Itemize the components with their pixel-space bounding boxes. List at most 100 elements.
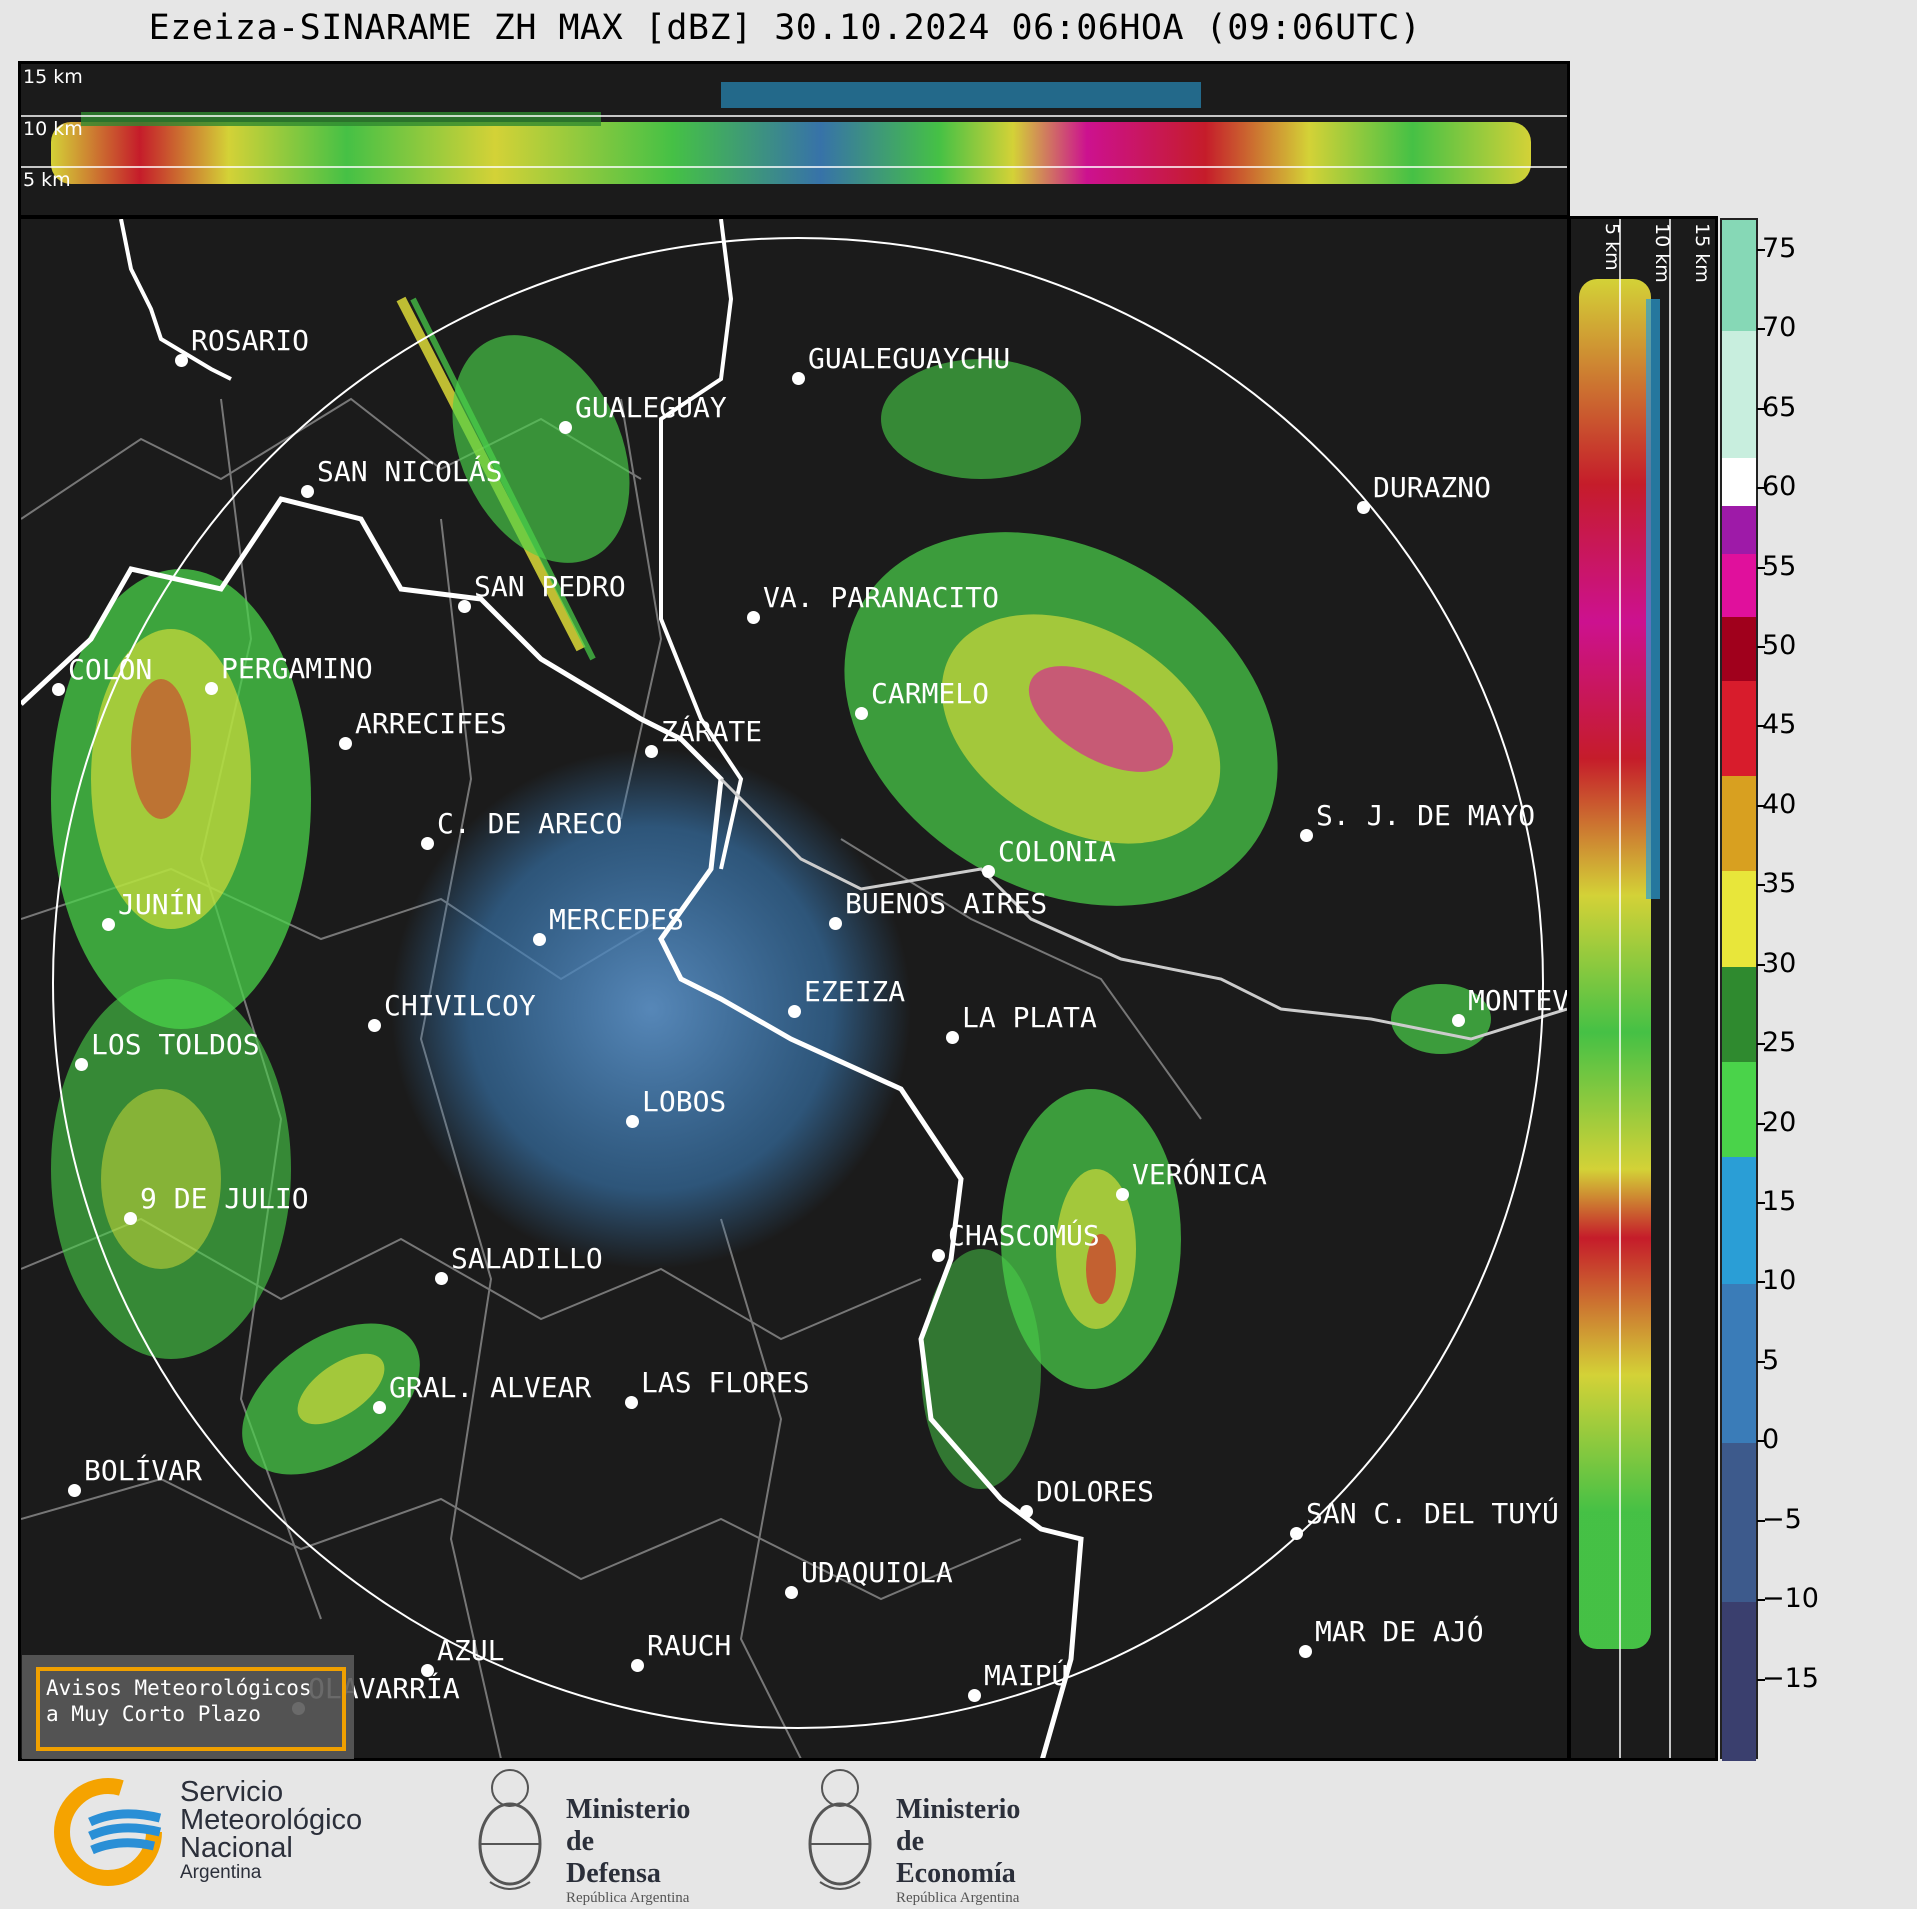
city-label: JUNÍN [118,888,203,921]
colorbar-tick-label: 35 [1762,868,1797,900]
colorbar-band [1722,1284,1756,1444]
range-ring [52,237,1544,1729]
city-marker [792,372,805,385]
city-marker [1290,1527,1303,1540]
smn-line-2: Meteorológico [180,1804,363,1836]
colorbar-tick-label: −10 [1762,1583,1819,1615]
city-marker [175,354,188,367]
colorbar-band [1722,680,1756,777]
smn-line-1: Servicio [180,1776,284,1808]
city-label: VA. PARANACITO [763,581,1000,614]
colorbar-band [1722,966,1756,1062]
city-marker [339,737,352,750]
defensa-line-3: República Argentina [566,1890,690,1906]
chart-title: Ezeiza-SINARAME ZH MAX [dBZ] 30.10.2024 … [148,8,1422,48]
colorbar-band [1722,1602,1756,1761]
city-label: S. J. DE MAYO [1316,799,1536,832]
city-marker [435,1272,448,1285]
city-label: MONTEVIDEO [1468,984,1567,1017]
radar-map-image [21,219,1567,1758]
city-marker [747,611,760,624]
colorbar-band [1722,1443,1756,1603]
warnings-line-1: Avisos Meteorológicos [46,1676,312,1700]
defensa-line-2: de Defensa [566,1826,661,1889]
city-marker [68,1484,81,1497]
city-marker [785,1586,798,1599]
colorbar-tick-label: 65 [1762,391,1797,423]
top-cross-section-panel: 15 km 10 km 5 km [18,61,1570,218]
city-label: MAIPÚ [984,1659,1069,1692]
smn-line-3: Nacional [180,1832,293,1864]
colorbar-tick-mark [1757,1440,1765,1443]
city-label: COLÓN [68,653,153,686]
colorbar-tick-mark [1757,248,1765,251]
city-label: 9 DE JULIO [140,1182,309,1215]
city-label: LOS TOLDOS [91,1028,260,1061]
colorbar-band [1722,617,1756,681]
defensa-line-1: Ministerio [566,1794,691,1825]
colorbar-tick-mark [1757,1678,1765,1681]
colorbar-tick-label: 55 [1762,550,1797,582]
ground-clutter [391,749,911,1269]
colorbar-tick-mark [1757,725,1765,728]
colorbar-band [1722,553,1756,618]
colorbar-tick-mark [1757,328,1765,331]
city-marker [1020,1505,1033,1518]
colorbar-tick-label: 0 [1762,1424,1780,1456]
colorbar-tick-mark [1757,1599,1765,1602]
warnings-panel: Avisos Meteorológicos a Muy Corto Plazo [22,1655,354,1759]
city-label: PERGAMINO [221,652,373,685]
city-marker [373,1401,386,1414]
city-marker [631,1659,644,1672]
city-label: VERÓNICA [1132,1158,1267,1191]
coat-of-arms-icon [478,1769,542,1890]
city-marker [301,485,314,498]
colorbar-tick-label: 30 [1762,947,1797,979]
city-marker [1300,829,1313,842]
colorbar-tick-mark [1757,1122,1765,1125]
height-label-15km: 15 km [1691,223,1713,283]
colorbar-tick-label: 60 [1762,471,1797,503]
colorbar-tick-label: 15 [1762,1185,1797,1217]
city-label: UDAQUIOLA [801,1556,953,1589]
city-marker [559,421,572,434]
economia-line-1: Ministerio [896,1794,1021,1825]
height-label-10km: 10 km [1651,223,1673,283]
city-marker [1116,1188,1129,1201]
city-marker [458,600,471,613]
city-marker [75,1058,88,1071]
defensa-logo: Ministerio de Defensa República Argentin… [470,1762,690,1906]
colorbar-band [1722,505,1756,554]
city-marker [368,1019,381,1032]
reflectivity-colorbar [1720,218,1758,1761]
city-marker [533,933,546,946]
city-marker [932,1249,945,1262]
colorbar-band [1722,776,1756,872]
colorbar-tick-mark [1757,1519,1765,1522]
city-label: BUENOS AIRES [845,887,1048,920]
colorbar-tick-label: 20 [1762,1106,1797,1138]
colorbar-tick-label: 70 [1762,312,1797,344]
city-marker [645,745,658,758]
colorbar-tick-label: 5 [1762,1344,1780,1376]
city-marker [855,707,868,720]
city-marker [829,917,842,930]
colorbar-tick-label: 40 [1762,788,1797,820]
city-marker [421,1664,434,1677]
side-cross-section-image [1579,219,1671,1758]
warnings-link-button[interactable]: Avisos Meteorológicos a Muy Corto Plazo [36,1667,346,1751]
city-label: ROSARIO [191,324,310,357]
colorbar-tick-label: −5 [1762,1503,1802,1535]
city-marker [421,837,434,850]
city-label: SALADILLO [451,1242,603,1275]
colorbar-tick-label: 50 [1762,629,1797,661]
economia-logo: Ministerio de Economía República Argenti… [800,1762,1020,1906]
warnings-line-2: a Muy Corto Plazo [46,1702,261,1726]
city-label: CARMELO [871,677,990,710]
precipitation-echoes [51,335,1491,1489]
city-marker [946,1031,959,1044]
colorbar-band [1722,458,1756,506]
city-marker [205,682,218,695]
colorbar-band [1722,1061,1756,1158]
city-label: RAUCH [647,1629,732,1662]
